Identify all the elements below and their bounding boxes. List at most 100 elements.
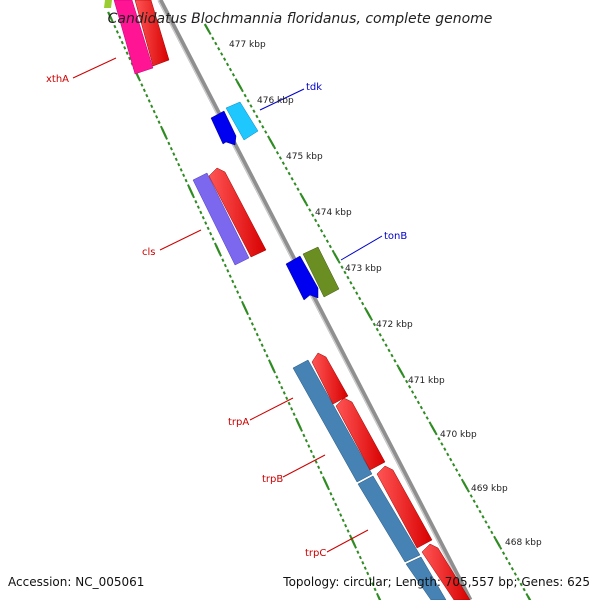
outer-minor-tick — [516, 577, 520, 581]
inner-minor-tick — [245, 311, 249, 316]
outer-minor-tick — [355, 291, 359, 295]
inner-minor-tick — [285, 396, 289, 401]
inner-major-tick — [242, 303, 248, 313]
outer-minor-tick — [225, 62, 230, 67]
inner-minor-tick — [187, 184, 191, 188]
inner-minor-tick — [322, 476, 326, 480]
outer-minor-tick — [272, 145, 277, 150]
inner-minor-tick — [137, 77, 141, 82]
inner-minor-tick — [231, 279, 235, 284]
inner-minor-tick — [125, 51, 129, 55]
outer-major-tick — [429, 423, 437, 433]
outer-major-tick — [268, 137, 275, 147]
outer-minor-tick — [452, 463, 456, 467]
outer-minor-tick — [252, 109, 256, 113]
inner-minor-tick — [253, 327, 257, 332]
leader-xthA — [72, 57, 117, 79]
inner-minor-tick — [140, 83, 144, 87]
outer-minor-tick — [369, 317, 374, 321]
gene-block-trpA — [292, 359, 373, 483]
outer-minor-tick — [208, 31, 212, 35]
kbp-label: 475 kbp — [286, 152, 323, 162]
gene-block-tdk — [225, 101, 259, 141]
outer-minor-tick — [281, 161, 285, 165]
inner-minor-tick — [179, 168, 183, 172]
outer-minor-tick — [296, 187, 300, 191]
outer-minor-tick — [319, 229, 324, 233]
inner-minor-tick — [196, 205, 200, 209]
outer-minor-tick — [519, 582, 523, 587]
leader-cls — [159, 229, 202, 251]
inner-minor-tick — [236, 290, 240, 294]
kbp-label: 470 kbp — [440, 430, 477, 440]
outer-major-tick — [300, 195, 308, 205]
outer-minor-tick — [419, 405, 423, 410]
inner-minor-tick — [128, 56, 132, 61]
outer-minor-tick — [331, 249, 335, 254]
inner-minor-tick — [336, 507, 340, 512]
inner-minor-tick — [326, 486, 330, 491]
inner-minor-tick — [363, 566, 367, 570]
outer-minor-tick — [325, 239, 329, 243]
outer-minor-tick — [446, 452, 450, 457]
outer-minor-tick — [428, 421, 432, 425]
gene-label-trpB: trpB — [262, 474, 283, 485]
outer-major-tick — [494, 538, 501, 548]
inner-minor-tick — [309, 449, 313, 454]
inner-minor-tick — [184, 178, 188, 183]
outer-minor-tick — [472, 499, 476, 503]
inner-minor-tick — [204, 221, 208, 225]
gene-arrow-red-trp-3 — [376, 465, 433, 549]
inner-minor-tick — [157, 120, 161, 124]
inner-minor-tick — [115, 30, 119, 34]
outer-minor-tick — [328, 244, 332, 249]
outer-minor-tick — [240, 88, 244, 93]
outer-minor-tick — [493, 535, 497, 540]
outer-major-tick — [526, 595, 532, 600]
outer-minor-tick — [349, 281, 353, 285]
outer-minor-tick — [408, 385, 412, 389]
inner-minor-tick — [238, 295, 242, 300]
gene-block-tonB — [302, 246, 340, 298]
inner-minor-tick — [110, 19, 114, 24]
gene-arrow-blue-2 — [285, 255, 319, 301]
inner-minor-tick — [349, 534, 353, 539]
outer-minor-tick — [422, 411, 426, 415]
outer-minor-tick — [223, 57, 227, 61]
outer-major-tick — [203, 23, 211, 33]
outer-minor-tick — [481, 515, 485, 519]
outer-minor-tick — [434, 431, 438, 436]
outer-minor-tick — [343, 270, 347, 275]
kbp-label: 468 kbp — [505, 538, 542, 548]
inner-minor-tick — [223, 263, 227, 268]
outer-major-tick — [462, 481, 469, 491]
kbp-label: 473 kbp — [345, 264, 382, 274]
inner-minor-tick — [120, 40, 124, 45]
leader-trpA — [249, 397, 294, 421]
inner-minor-tick — [376, 592, 380, 597]
outer-minor-tick — [231, 73, 236, 77]
inner-major-tick — [215, 245, 221, 255]
inner-minor-tick — [302, 433, 306, 438]
inner-minor-tick — [260, 343, 264, 347]
outer-minor-tick — [490, 530, 494, 535]
inner-minor-tick — [366, 571, 370, 576]
kbp-label: 477 kbp — [229, 40, 266, 50]
inner-minor-tick — [169, 146, 173, 151]
outer-minor-tick — [416, 400, 421, 405]
inner-major-tick — [107, 11, 113, 21]
outer-minor-tick — [340, 265, 344, 269]
outer-minor-tick — [499, 546, 503, 550]
inner-minor-tick — [218, 253, 222, 257]
inner-minor-tick — [282, 391, 286, 395]
outer-minor-tick — [352, 286, 356, 290]
outer-minor-tick — [425, 416, 429, 420]
inner-minor-tick — [292, 412, 296, 416]
outer-minor-tick — [437, 437, 441, 441]
outer-minor-tick — [504, 556, 509, 561]
outer-minor-tick — [346, 275, 350, 280]
genome-backbone-highlight — [157, 0, 469, 600]
summary-text: Topology: circular; Length: 705,557 bp; … — [282, 575, 590, 589]
outer-minor-tick — [457, 473, 462, 477]
gene-arrow-red-trp-2 — [335, 397, 386, 471]
